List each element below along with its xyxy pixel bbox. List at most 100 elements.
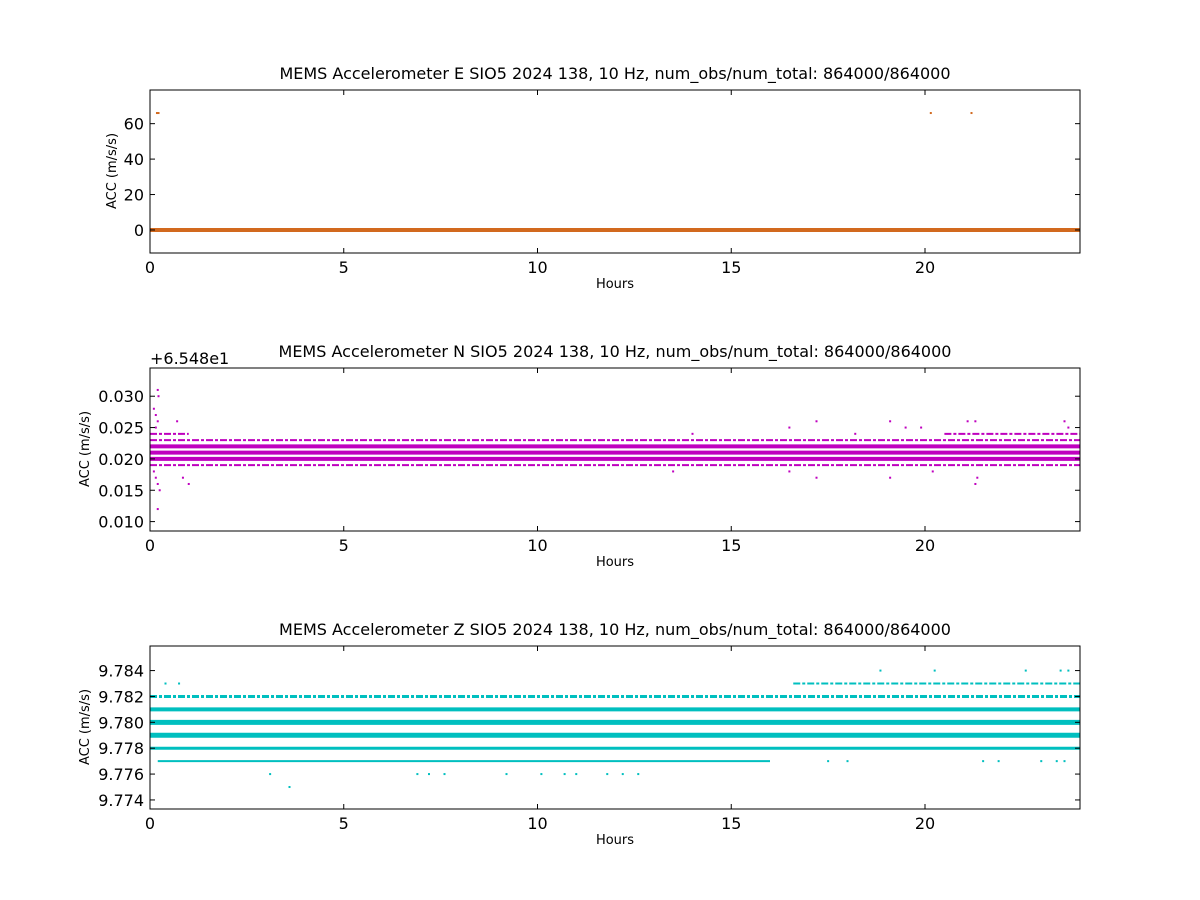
panel-2-series-0-point-0	[164, 682, 167, 685]
panel-e-ylabel: ACC (m/s/s)	[105, 133, 120, 209]
panel-2-series-0-point-18	[933, 669, 936, 672]
panel-1-series-0-point-13	[187, 482, 190, 485]
panel-1-series-0-point-10	[156, 508, 159, 511]
panel-2-series-0-point-17	[900, 747, 903, 750]
panel-1-series-0-point-28	[974, 482, 977, 485]
panel-0-series-0-point-0	[155, 112, 158, 115]
panel-2-series-0-point-12	[621, 773, 624, 776]
panel-1-series-0-point-23	[904, 426, 907, 429]
panel-0-ytick-label-0: 0	[134, 221, 144, 240]
panel-2-series-0-point-15	[846, 760, 849, 763]
panel-2-xtick-label-0: 0	[145, 814, 155, 833]
panel-2-ytick-label-2: 9.778	[98, 739, 144, 758]
panel-1-series-0-point-12	[181, 476, 184, 479]
panel-0-series-0-point-3	[970, 112, 973, 115]
panel-0-ytick-label-1: 20	[124, 186, 144, 205]
panel-1-series-0-point-6	[152, 470, 155, 473]
panel-2-series-0-point-21	[1024, 669, 1027, 672]
panel-1-series-0-point-24	[920, 426, 923, 429]
panel-1-series-0-point-17	[788, 470, 791, 473]
panel-0-xtick-label-3: 15	[721, 258, 741, 277]
panel-0-xtick-label-0: 0	[145, 258, 155, 277]
panel-n-title: MEMS Accelerometer N SIO5 2024 138, 10 H…	[279, 342, 952, 362]
panel-1-series-0-point-5	[154, 426, 157, 429]
panel-2-series-0-point-2	[269, 773, 272, 776]
panel-1-series-0-point-0	[152, 407, 155, 410]
panel-2-series-0-point-4	[416, 773, 419, 776]
panel-1-series-0-point-1	[154, 414, 157, 417]
panel-n-xlabel: Hours	[596, 555, 634, 570]
panel-1-series-0-point-31	[1067, 426, 1070, 429]
panel-n-offset-label: +6.548e1	[150, 349, 229, 368]
panel-0-series-0-point-2	[929, 112, 932, 115]
panel-e-xlabel: Hours	[596, 277, 634, 292]
panel-1-series-0-point-4	[156, 420, 159, 423]
panel-2-series-0-point-19	[982, 760, 985, 763]
panel-2-ytick-label-5: 9.784	[98, 662, 144, 681]
panel-1-ytick-label-3: 0.025	[98, 419, 144, 438]
panel-1-xtick-label-2: 10	[527, 536, 547, 555]
panel-z: MEMS Accelerometer Z SIO5 2024 138, 10 H…	[78, 620, 1081, 848]
panel-2-series-0-point-20	[997, 760, 1000, 763]
panel-2-xtick-label-2: 10	[527, 814, 547, 833]
panel-0-series-0-point-1	[157, 112, 160, 115]
panel-1-series-0-point-29	[976, 476, 979, 479]
panel-1-series-0-point-8	[156, 482, 159, 485]
panel-1-ytick-label-1: 0.015	[98, 481, 144, 500]
panel-2-series-0-point-1	[178, 682, 181, 685]
panel-1-series-0-point-18	[815, 420, 818, 423]
panel-2-series-0-point-7	[505, 773, 508, 776]
panel-1-series-0-point-30	[1063, 420, 1066, 423]
panel-2-ytick-label-0: 9.774	[98, 791, 144, 810]
panel-1-series-0-point-22	[889, 476, 892, 479]
panel-2-series-0-point-22	[1040, 760, 1043, 763]
panel-2-ytick-label-3: 9.780	[98, 713, 144, 732]
panel-2-series-0-point-6	[443, 773, 446, 776]
panel-n: MEMS Accelerometer N SIO5 2024 138, 10 H…	[78, 342, 1081, 570]
panel-0-xtick-label-2: 10	[527, 258, 547, 277]
panel-0-xtick-label-4: 20	[915, 258, 935, 277]
panel-2-series-0-point-13	[637, 773, 640, 776]
panel-1-series-0-point-25	[931, 470, 934, 473]
panel-2-series-0-point-10	[575, 773, 578, 776]
panel-2-xtick-label-1: 5	[339, 814, 349, 833]
panel-2-series-0-point-23	[1059, 669, 1062, 672]
panel-2-series-0-point-14	[827, 760, 830, 763]
panel-1-series-0-point-20	[854, 432, 857, 435]
panel-1-series-0-point-3	[157, 395, 160, 398]
panel-1-ytick-label-4: 0.030	[98, 387, 144, 406]
panel-1-xtick-label-3: 15	[721, 536, 741, 555]
panel-1-data	[150, 388, 1080, 511]
panel-e-plot: 0 5 10 15 20 0 20 40 60	[124, 89, 1081, 277]
panel-2-series-0-point-16	[879, 669, 882, 672]
panel-2-series-0-point-5	[428, 773, 430, 776]
panel-2-series-0-point-26	[1063, 760, 1066, 763]
panel-2-xtick-label-3: 15	[721, 814, 741, 833]
panel-1-axes-frame	[149, 367, 1081, 532]
panel-1-series-0-point-11	[176, 420, 179, 423]
panel-1-xtick-label-4: 20	[915, 536, 935, 555]
panel-0-axes-frame	[149, 89, 1081, 254]
panel-1-series-0-point-14	[691, 432, 694, 435]
panel-2-series-0-point-9	[563, 773, 566, 776]
panel-2-data	[150, 669, 1080, 789]
panel-1-series-0-point-26	[966, 420, 969, 423]
panel-n-plot: 0 5 10 15 20 0.010 0.015 0.020 0.025 0.030	[98, 367, 1081, 555]
panel-2-series-0-point-24	[1067, 669, 1070, 672]
panel-z-ylabel: ACC (m/s/s)	[78, 689, 93, 765]
panel-2-series-0-point-25	[1055, 760, 1058, 763]
panel-1-series-0-point-7	[154, 476, 157, 479]
panel-1-ytick-label-2: 0.020	[98, 450, 144, 469]
panel-2-axes-frame	[149, 645, 1081, 810]
panel-z-title: MEMS Accelerometer Z SIO5 2024 138, 10 H…	[279, 620, 951, 640]
panel-0-ytick-label-2: 40	[124, 150, 144, 169]
panel-e: MEMS Accelerometer E SIO5 2024 138, 10 H…	[105, 64, 1081, 292]
panel-2-series-0-point-11	[606, 773, 609, 776]
panel-2-ytick-label-1: 9.776	[98, 765, 144, 784]
panel-1-series-0-point-16	[788, 426, 791, 429]
panel-1-series-0-point-15	[672, 470, 675, 473]
panel-1-series-0-point-27	[974, 420, 977, 423]
panel-e-title: MEMS Accelerometer E SIO5 2024 138, 10 H…	[279, 64, 950, 84]
panel-1-series-0-point-9	[158, 489, 161, 492]
